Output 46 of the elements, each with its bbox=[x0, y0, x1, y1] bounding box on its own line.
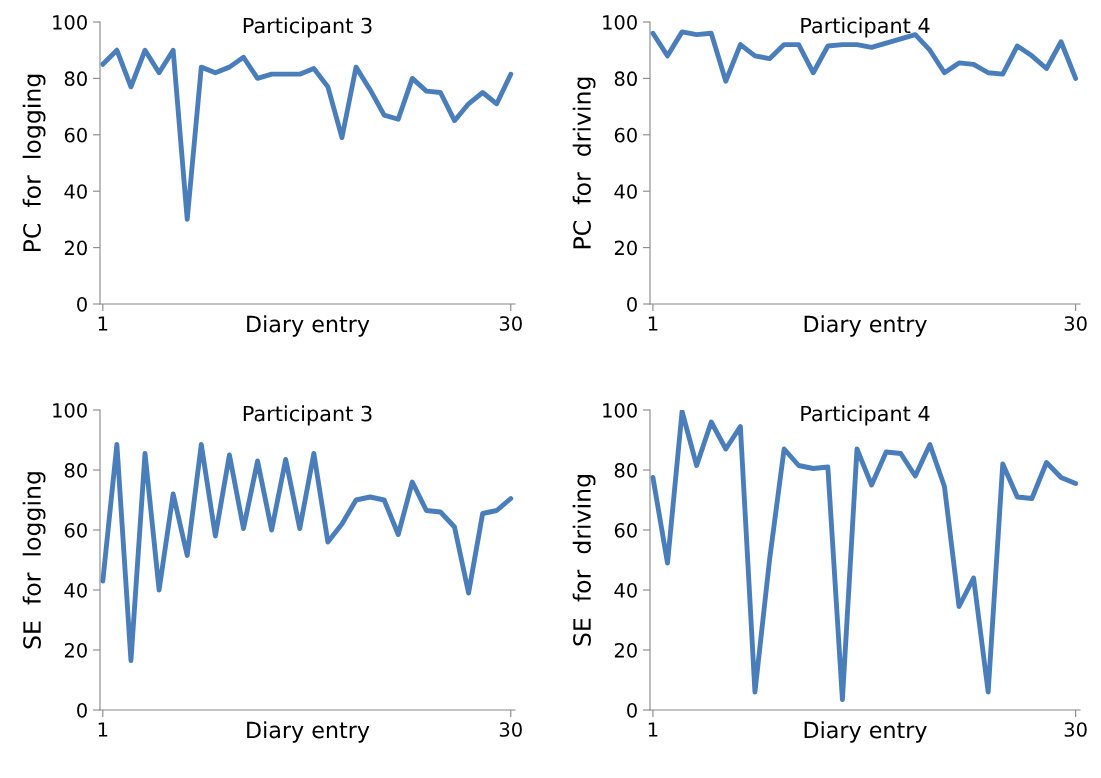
y-tick-label: 80 bbox=[614, 71, 637, 87]
line-series bbox=[100, 442, 514, 663]
y-tick-label: 60 bbox=[64, 522, 87, 538]
line-series bbox=[100, 47, 514, 222]
y-tick-label: 0 bbox=[77, 296, 87, 312]
y-axis-title: SE for driving bbox=[572, 475, 596, 646]
x-tick-label: 1 bbox=[98, 316, 108, 331]
x-tick-label: 30 bbox=[1064, 316, 1087, 331]
x-tick-label: 1 bbox=[98, 722, 108, 737]
y-tick-label: 20 bbox=[64, 642, 87, 658]
y-tick-label: 0 bbox=[627, 702, 637, 718]
y-tick-label: 40 bbox=[614, 582, 637, 598]
y-axis-title: PC for driving bbox=[572, 77, 596, 249]
y-tick-label: 20 bbox=[614, 642, 637, 658]
y-tick-label: 100 bbox=[53, 14, 87, 30]
x-tick-label: 30 bbox=[1064, 722, 1087, 737]
y-tick-label: 0 bbox=[627, 296, 637, 312]
x-axis-title: Diary entry bbox=[247, 315, 370, 337]
y-tick-label: 80 bbox=[64, 71, 87, 87]
x-axis-title: Diary entry bbox=[804, 315, 927, 337]
y-axis-title: SE for logging bbox=[22, 472, 46, 649]
y-tick-label: 60 bbox=[614, 522, 637, 538]
y-tick-label: 60 bbox=[64, 127, 87, 143]
x-tick-label: 30 bbox=[499, 722, 522, 737]
y-axis-title: PC for logging bbox=[22, 74, 46, 252]
x-tick-label: 30 bbox=[499, 316, 522, 331]
x-axis-title: Diary entry bbox=[804, 721, 927, 743]
x-tick-label: 1 bbox=[648, 722, 658, 737]
y-tick-label: 100 bbox=[603, 402, 637, 418]
y-tick-label: 20 bbox=[64, 240, 87, 256]
y-tick-label: 40 bbox=[64, 582, 87, 598]
chart-title: Participant 3 bbox=[243, 405, 372, 426]
y-tick-label: 60 bbox=[614, 127, 637, 143]
chart-title: Participant 3 bbox=[243, 17, 372, 38]
y-tick-label: 80 bbox=[614, 462, 637, 478]
y-tick-label: 100 bbox=[53, 402, 87, 418]
y-tick-label: 100 bbox=[603, 14, 637, 30]
x-tick-label: 1 bbox=[648, 316, 658, 331]
x-axis-title: Diary entry bbox=[247, 721, 370, 743]
y-tick-label: 80 bbox=[64, 462, 87, 478]
y-tick-label: 20 bbox=[614, 240, 637, 256]
chart-title: Participant 4 bbox=[801, 17, 930, 38]
y-tick-label: 40 bbox=[64, 184, 87, 199]
y-tick-label: 0 bbox=[77, 702, 87, 718]
y-tick-label: 40 bbox=[614, 184, 637, 199]
chart-title: Participant 4 bbox=[801, 405, 930, 426]
